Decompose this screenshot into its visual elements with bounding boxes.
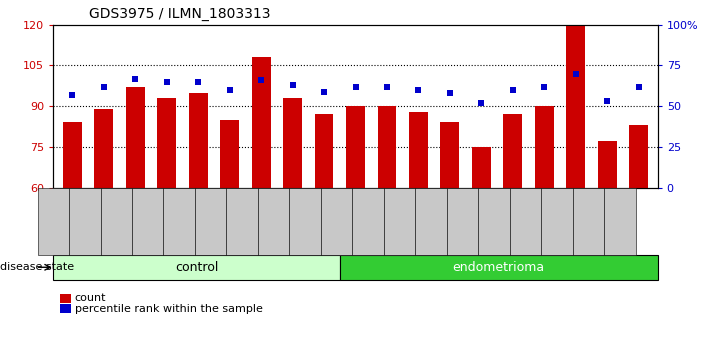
Text: percentile rank within the sample: percentile rank within the sample (75, 304, 262, 314)
Text: GSM572752: GSM572752 (48, 189, 58, 249)
Text: GSM572748: GSM572748 (363, 189, 373, 249)
Text: endometrioma: endometrioma (453, 261, 545, 274)
Text: disease state: disease state (0, 262, 74, 272)
Text: GSM572763: GSM572763 (584, 189, 594, 249)
Text: GSM572753: GSM572753 (80, 189, 90, 249)
Bar (126, 87, 144, 188)
Bar (598, 142, 616, 188)
Bar (472, 147, 491, 188)
Text: GSM572750: GSM572750 (426, 189, 436, 249)
Bar (220, 120, 239, 188)
Bar (567, 25, 585, 188)
Bar (346, 106, 365, 188)
Text: GSM572757: GSM572757 (205, 189, 215, 249)
Bar (252, 57, 270, 188)
Bar (629, 125, 648, 188)
Text: GSM572749: GSM572749 (395, 189, 405, 249)
Text: count: count (75, 293, 106, 303)
Text: control: control (175, 261, 218, 274)
Bar (409, 112, 428, 188)
Text: GSM572755: GSM572755 (143, 189, 153, 249)
Bar (157, 98, 176, 188)
Bar (314, 114, 333, 188)
Bar (188, 93, 208, 188)
Bar (63, 122, 82, 188)
Text: GDS3975 / ILMN_1803313: GDS3975 / ILMN_1803313 (89, 7, 270, 21)
Bar (95, 109, 113, 188)
Bar (441, 122, 459, 188)
Bar (283, 98, 302, 188)
Text: GSM572758: GSM572758 (489, 189, 499, 249)
Bar (503, 114, 523, 188)
Text: GSM572754: GSM572754 (112, 189, 122, 249)
Text: GSM572764: GSM572764 (300, 189, 310, 249)
Text: GSM572747: GSM572747 (331, 189, 341, 249)
Bar (535, 106, 554, 188)
Text: GSM572765: GSM572765 (615, 189, 625, 249)
Text: GSM572762: GSM572762 (269, 189, 279, 249)
Text: GSM572756: GSM572756 (174, 189, 184, 249)
Text: GSM572751: GSM572751 (457, 189, 468, 249)
Text: GSM572761: GSM572761 (237, 189, 247, 249)
Bar (378, 106, 397, 188)
Text: GSM572760: GSM572760 (552, 189, 562, 249)
Text: GSM572759: GSM572759 (520, 189, 530, 249)
